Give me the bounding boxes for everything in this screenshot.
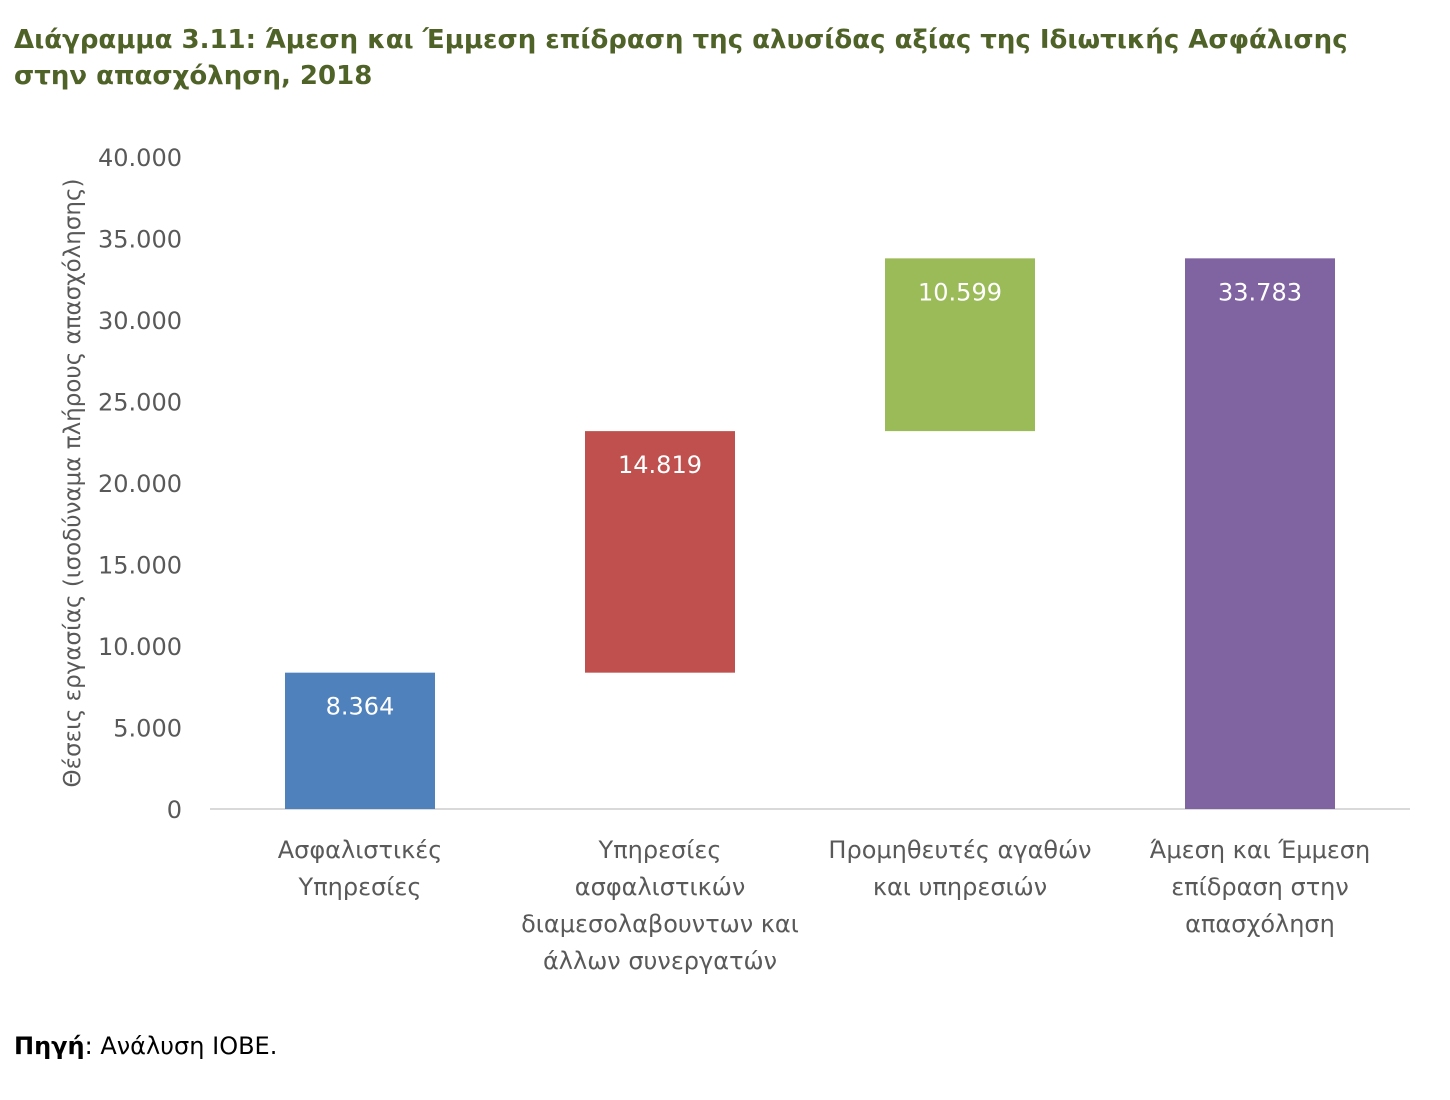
y-tick-label: 10.000	[98, 633, 182, 661]
figure-title: Διάγραμμα 3.11: Άμεση και Έμμεση επίδρασ…	[14, 25, 1348, 91]
y-tick-label: 40.000	[98, 144, 182, 172]
x-tick-label-line: ασφαλιστικών	[575, 873, 745, 901]
x-tick-label-line: Υπηρεσίες	[598, 836, 722, 864]
waterfall-chart: Θέσεις εργασίας (ισοδύναμα πλήρους απασχ…	[60, 144, 1410, 975]
x-tick-label-line: επίδραση στην	[1171, 873, 1349, 901]
y-tick-label: 5.000	[113, 715, 182, 743]
data-label: 33.783	[1218, 278, 1302, 306]
y-tick-label: 30.000	[98, 307, 182, 335]
y-tick-label: 0	[167, 796, 182, 824]
bar	[1185, 258, 1335, 809]
bars	[285, 258, 1335, 809]
y-tick-label: 15.000	[98, 552, 182, 580]
x-tick-label: Υπηρεσίες ασφαλιστικών διαμεσολαβουντων κα…	[521, 836, 799, 975]
value-labels: 8.364 14.819 10.599 33.783	[326, 278, 1302, 720]
x-tick-label: Άμεση και Έμμεση επίδραση στην απασχόληση	[1150, 836, 1370, 938]
x-tick-label-line: άλλων συνεργατών	[543, 947, 777, 975]
x-tick-label-line: Ασφαλιστικές	[278, 836, 443, 864]
data-label: 14.819	[618, 451, 702, 479]
bar	[585, 431, 735, 673]
x-tick-label-line: και υπηρεσιών	[873, 873, 1047, 901]
x-tick-label-line: Προμηθευτές αγαθών	[828, 836, 1091, 864]
x-tick-label: Ασφαλιστικές Υπηρεσίες	[278, 836, 443, 901]
x-tick-label-line: απασχόληση	[1185, 910, 1335, 938]
y-tick-label: 20.000	[98, 470, 182, 498]
y-tick-label: 25.000	[98, 389, 182, 417]
x-axis-category-labels: Ασφαλιστικές Υπηρεσίες Υπηρεσίες ασφαλιστικ…	[278, 836, 1371, 975]
bar	[285, 672, 435, 809]
source-label: Πηγή	[14, 1032, 85, 1060]
x-tick-label-line: Υπηρεσίες	[298, 873, 422, 901]
data-label: 8.364	[326, 693, 395, 721]
y-axis-title: Θέσεις εργασίας (ισοδύναμα πλήρους απασχ…	[60, 179, 86, 788]
x-tick-label-line: διαμεσολαβουντων και	[521, 910, 799, 938]
bar	[885, 258, 1035, 432]
y-axis-ticks: 0 5.000 10.000 15.000 20.000 25.000 30.000 35.0…	[98, 144, 182, 824]
y-axis-title-group: Θέσεις εργασίας (ισοδύναμα πλήρους απασχ…	[60, 179, 86, 788]
source-text: : Ανάλυση ΙΟΒΕ.	[84, 1032, 278, 1060]
source-note: Πηγή: Ανάλυση ΙΟΒΕ.	[14, 1032, 277, 1060]
x-tick-label: Προμηθευτές αγαθών και υπηρεσιών	[828, 836, 1091, 901]
y-tick-label: 35.000	[98, 226, 182, 254]
x-tick-label-line: Άμεση και Έμμεση	[1150, 836, 1370, 864]
data-label: 10.599	[918, 278, 1002, 306]
